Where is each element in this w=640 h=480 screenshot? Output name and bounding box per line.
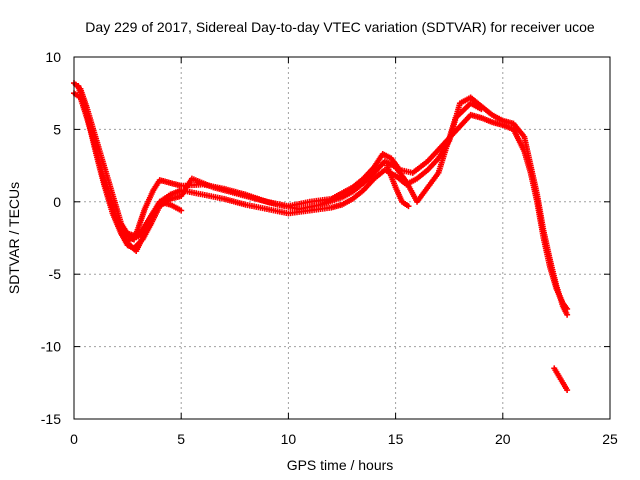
series-track-f xyxy=(551,365,571,394)
x-tick-label: 0 xyxy=(70,431,78,447)
chart-title: Day 229 of 2017, Sidereal Day-to-day VTE… xyxy=(85,19,595,35)
x-tick-label: 5 xyxy=(177,431,185,447)
x-tick-label: 20 xyxy=(495,431,511,447)
data-point xyxy=(564,387,571,394)
data-point xyxy=(405,203,412,210)
y-tick-label: 5 xyxy=(53,121,61,137)
series-track-d xyxy=(81,104,185,240)
y-tick-label: -5 xyxy=(49,266,62,282)
data-point xyxy=(178,207,185,214)
data-series xyxy=(71,80,571,394)
series-track-e xyxy=(384,162,412,210)
y-tick-labels: -15 -10 -5 0 5 10 xyxy=(41,49,61,427)
plot-border xyxy=(73,56,611,420)
y-tick-label: -15 xyxy=(41,411,61,427)
grid-lines xyxy=(74,57,610,419)
y-axis-label: SDTVAR / TECUs xyxy=(6,182,22,294)
y-tick-label: -10 xyxy=(41,339,61,355)
y-tick-label: 0 xyxy=(53,194,61,210)
axis-ticks xyxy=(73,56,611,420)
x-tick-labels: 0 5 10 15 20 25 xyxy=(70,431,618,447)
x-axis-label: GPS time / hours xyxy=(287,457,394,473)
y-tick-label: 10 xyxy=(45,49,61,65)
x-tick-label: 10 xyxy=(281,431,297,447)
x-tick-label: 25 xyxy=(602,431,618,447)
data-point xyxy=(564,311,571,318)
data-point xyxy=(478,106,485,113)
x-tick-label: 15 xyxy=(388,431,404,447)
